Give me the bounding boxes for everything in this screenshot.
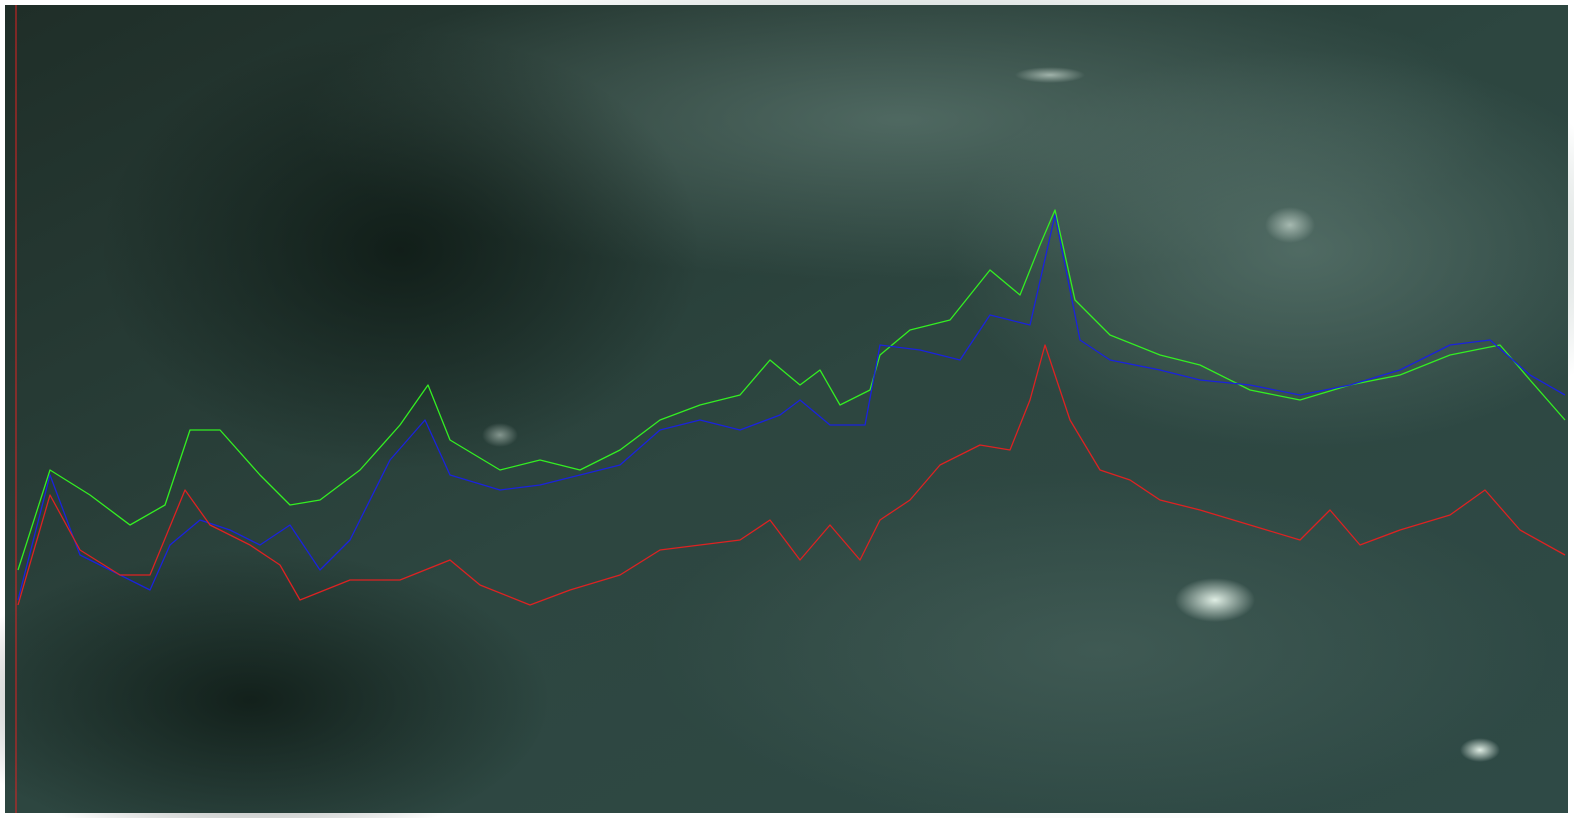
- page: (() => { const data = JSON.parse(documen…: [0, 0, 1574, 818]
- image-view: [0, 0, 1574, 818]
